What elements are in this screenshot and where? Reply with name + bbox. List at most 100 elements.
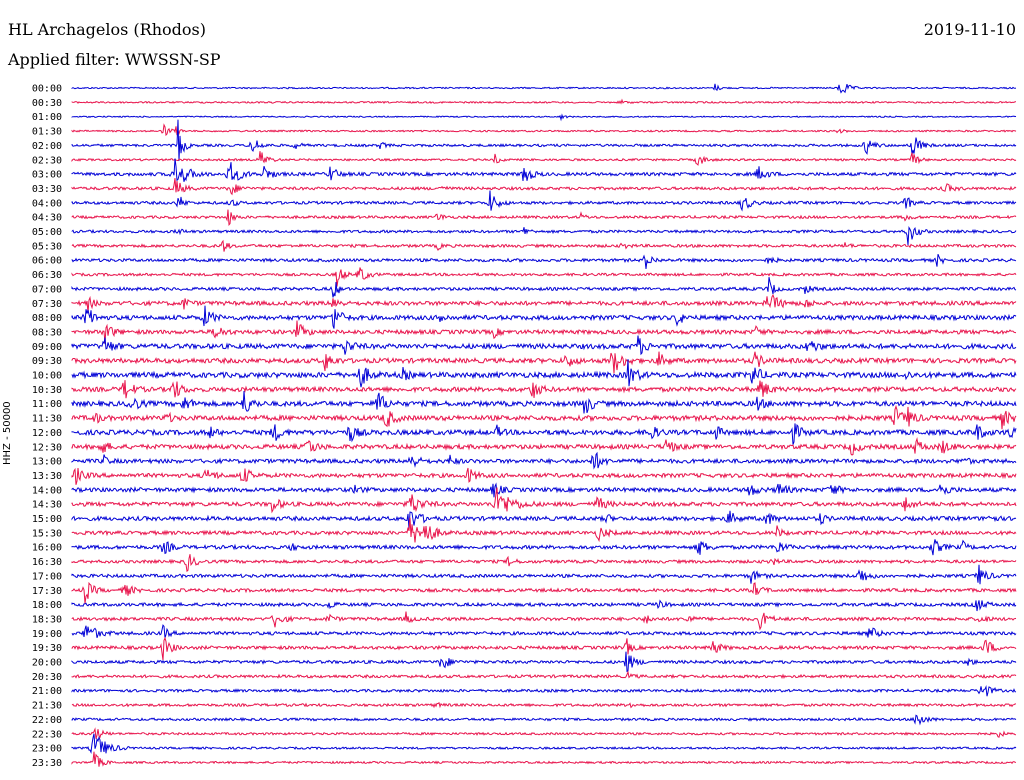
seismogram-trace <box>71 119 1017 161</box>
seismogram-trace <box>71 714 1017 726</box>
row-time-label: 18:00 <box>32 600 62 611</box>
seismogram-trace <box>71 436 1017 456</box>
seismogram-trace <box>71 305 1017 329</box>
seismogram-trace <box>71 684 1017 697</box>
seismogram-trace <box>71 487 1017 514</box>
row-time-label: 11:30 <box>32 414 62 425</box>
seismogram-trace <box>71 517 1017 543</box>
row-time-label: 03:30 <box>32 184 62 195</box>
row-time-label: 13:30 <box>32 471 62 482</box>
seismogram-trace <box>71 423 1017 445</box>
row-time-label: 22:00 <box>32 715 62 726</box>
row-time-label: 09:30 <box>32 356 62 367</box>
row-time-label: 05:00 <box>32 227 62 238</box>
seismogram-trace <box>71 267 1017 287</box>
seismogram-trace <box>71 359 1017 388</box>
row-time-label: 20:00 <box>32 658 62 669</box>
row-time-label: 14:00 <box>32 485 62 496</box>
seismogram-trace <box>71 226 1017 246</box>
seismogram-trace <box>71 701 1017 709</box>
row-time-label: 14:30 <box>32 500 62 511</box>
seismogram-trace <box>71 380 1017 399</box>
row-time-label: 15:30 <box>32 528 62 539</box>
seismogram-trace <box>71 651 1017 673</box>
seismogram-trace <box>71 239 1017 252</box>
row-time-label: 02:00 <box>32 141 62 152</box>
seismogram-trace <box>71 751 1017 767</box>
seismogram-trace <box>71 636 1017 661</box>
seismogram-trace <box>71 539 1017 556</box>
row-time-label: 03:00 <box>32 170 62 181</box>
row-time-label: 10:00 <box>32 371 62 382</box>
row-time-label: 22:30 <box>32 729 62 740</box>
row-time-label: 21:00 <box>32 686 62 697</box>
seismogram-trace <box>71 98 1016 105</box>
row-time-label: 10:30 <box>32 385 62 396</box>
seismogram-trace <box>71 123 1017 137</box>
row-time-label: 01:30 <box>32 127 62 138</box>
seismogram-trace <box>71 151 1017 166</box>
row-time-label: 11:00 <box>32 399 62 410</box>
seismogram-trace <box>71 624 1017 638</box>
row-time-label: 13:00 <box>32 457 62 468</box>
row-time-label: 00:30 <box>32 98 62 109</box>
row-time-label: 04:30 <box>32 213 62 224</box>
row-time-label: 16:00 <box>32 543 62 554</box>
seismogram-trace <box>71 554 1017 573</box>
row-time-label: 05:30 <box>32 241 62 252</box>
row-time-label: 02:30 <box>32 155 62 166</box>
seismogram-trace <box>71 83 1017 94</box>
seismogram-trace <box>71 404 1017 430</box>
row-time-label: 18:30 <box>32 614 62 625</box>
row-time-label: 01:00 <box>32 112 62 123</box>
seismogram-trace <box>71 670 1017 680</box>
row-time-label: 20:30 <box>32 672 62 683</box>
seismogram-trace <box>71 320 1017 344</box>
seismogram-trace <box>71 351 1017 374</box>
row-time-label: 06:30 <box>32 270 62 281</box>
seismogram-trace <box>71 335 1017 356</box>
row-time-label: 23:30 <box>32 758 62 769</box>
row-time-label: 12:00 <box>32 428 62 439</box>
row-time-label: 00:00 <box>32 84 62 95</box>
row-time-label: 09:00 <box>32 342 62 353</box>
seismogram-trace <box>71 178 1017 196</box>
seismogram-trace <box>71 482 1017 498</box>
seismogram-trace <box>71 611 1017 631</box>
row-time-label: 07:00 <box>32 284 62 295</box>
seismogram-trace <box>71 581 1017 604</box>
row-time-label: 08:30 <box>32 327 62 338</box>
row-time-label: 15:00 <box>32 514 62 525</box>
row-time-label: 19:30 <box>32 643 62 654</box>
row-time-label: 08:00 <box>32 313 62 324</box>
row-time-label: 17:30 <box>32 586 62 597</box>
seismogram-trace <box>71 510 1017 530</box>
row-time-label: 06:00 <box>32 256 62 267</box>
seismogram-trace <box>71 467 1017 485</box>
seismogram-trace <box>71 190 1017 212</box>
station-title: HL Archagelos (Rhodos) <box>8 20 206 39</box>
row-time-label: 04:00 <box>32 198 62 209</box>
seismogram-trace <box>71 113 1017 122</box>
row-time-label: 16:30 <box>32 557 62 568</box>
row-time-label: 12:30 <box>32 442 62 453</box>
seismogram-trace <box>71 727 1017 739</box>
row-time-label: 19:00 <box>32 629 62 640</box>
seismogram-trace <box>71 451 1017 470</box>
date-label: 2019-11-10 <box>923 20 1016 39</box>
seismogram-trace <box>71 390 1017 414</box>
row-time-label: 07:30 <box>32 299 62 310</box>
seismogram-trace <box>71 254 1017 269</box>
seismogram-trace <box>71 733 1017 755</box>
seismogram-trace <box>71 564 1017 585</box>
row-time-label: 23:00 <box>32 744 62 755</box>
seismogram-trace <box>71 277 1017 298</box>
seismogram-trace <box>71 599 1017 612</box>
row-time-label: 17:00 <box>32 571 62 582</box>
seismogram-trace <box>71 158 1017 182</box>
row-time-label: 21:30 <box>32 701 62 712</box>
seismogram-trace <box>71 293 1017 313</box>
filter-label: Applied filter: WWSSN-SP <box>8 50 221 69</box>
seismogram-trace <box>71 209 1017 227</box>
